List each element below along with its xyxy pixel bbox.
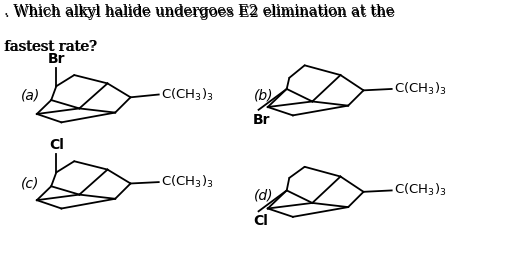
Text: Br: Br <box>252 113 270 126</box>
Text: fastest rate?: fastest rate? <box>4 40 96 54</box>
Text: (d): (d) <box>253 189 273 203</box>
Text: C(CH$_3$)$_3$: C(CH$_3$)$_3$ <box>394 81 446 97</box>
Text: C(CH$_3$)$_3$: C(CH$_3$)$_3$ <box>161 174 213 190</box>
Text: fastest rate?: fastest rate? <box>5 40 97 54</box>
Text: Br: Br <box>48 52 65 66</box>
Text: Cl: Cl <box>49 138 64 152</box>
Text: . Which alkyl halide undergoes E2 elimination at the: . Which alkyl halide undergoes E2 elimin… <box>5 6 395 19</box>
Text: . Which alkyl halide undergoes E2 elimination at the: . Which alkyl halide undergoes E2 elimin… <box>4 4 394 18</box>
Text: (b): (b) <box>253 89 273 103</box>
Text: C(CH$_3$)$_3$: C(CH$_3$)$_3$ <box>161 86 213 103</box>
Text: (a): (a) <box>20 89 40 103</box>
Text: C(CH$_3$)$_3$: C(CH$_3$)$_3$ <box>394 182 446 198</box>
Text: (c): (c) <box>20 177 39 190</box>
Text: Cl: Cl <box>253 214 269 228</box>
